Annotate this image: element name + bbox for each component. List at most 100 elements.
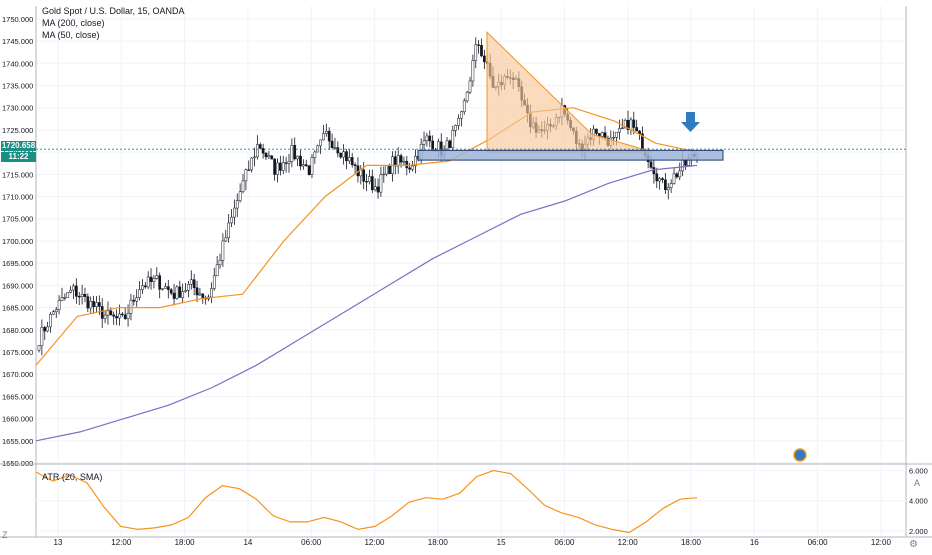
auto-scale-button[interactable]: A — [914, 478, 921, 488]
candle-body — [77, 296, 81, 298]
candle-body — [46, 326, 49, 332]
candle-body — [83, 293, 87, 297]
candle-body — [623, 119, 627, 129]
candle-body — [264, 152, 268, 158]
candle-body — [396, 155, 400, 167]
x-tick-label: 15 — [497, 538, 506, 547]
candle-body — [368, 176, 371, 182]
current-price-tag: 1720.658 — [1, 141, 36, 151]
candle-body — [600, 132, 604, 137]
candle-body — [92, 301, 95, 307]
y-tick-label: 1730.000 — [2, 104, 33, 113]
timezone-button[interactable]: Z — [2, 530, 8, 540]
candle-body — [66, 292, 70, 298]
candle-body — [172, 292, 176, 299]
candle-body — [462, 100, 466, 113]
candle-body — [451, 130, 455, 148]
candle-body — [279, 162, 282, 171]
candle-body — [52, 311, 55, 315]
ma200-line — [35, 164, 698, 442]
y-tick-label: 1700.000 — [2, 237, 33, 246]
x-tick-label: 06:00 — [808, 538, 829, 547]
candle-body — [135, 297, 139, 302]
candle-body — [480, 45, 483, 57]
y-tick-label: 1740.000 — [2, 59, 33, 68]
atr-y-tick-label: 2.000 — [909, 527, 928, 536]
candle-body — [175, 286, 179, 299]
candle-body — [454, 125, 457, 131]
candle-body — [595, 128, 598, 134]
candle-body — [675, 173, 679, 178]
x-tick-label: 18:00 — [681, 538, 702, 547]
candle-body — [195, 287, 199, 296]
candle-body — [666, 187, 670, 191]
candle-body — [80, 293, 84, 297]
y-tick-label: 1750.000 — [2, 15, 33, 24]
candle-body — [210, 288, 213, 298]
legend-symbol: Gold Spot / U.S. Dollar, 15, OANDA — [42, 6, 185, 16]
candle-body — [37, 345, 41, 351]
y-tick-label: 1715.000 — [2, 170, 33, 179]
candle-body — [63, 297, 67, 299]
candle-body — [370, 176, 374, 191]
candle-body — [129, 299, 133, 314]
tradingview-logo-icon — [793, 448, 807, 462]
x-tick-label: 06:00 — [301, 538, 322, 547]
candle-body — [612, 137, 616, 139]
candle-body — [238, 191, 242, 201]
candle-body — [115, 316, 118, 319]
candle-body — [276, 162, 279, 175]
candle-body — [330, 140, 334, 149]
candle-body — [445, 140, 449, 150]
x-tick-label: 06:00 — [554, 538, 575, 547]
candle-body — [120, 313, 124, 316]
candle-body — [301, 164, 305, 167]
x-tick-label: 12:00 — [871, 538, 892, 547]
candle-body — [655, 173, 659, 182]
y-tick-label: 1695.000 — [2, 259, 33, 268]
candle-body — [86, 296, 90, 309]
candle-body — [138, 289, 141, 298]
y-tick-label: 1665.000 — [2, 392, 33, 401]
candle-body — [379, 174, 383, 193]
y-tick-label: 1745.000 — [2, 37, 33, 46]
candle-body — [161, 288, 164, 290]
candle-body — [431, 140, 435, 151]
candle-body — [43, 327, 47, 332]
down-arrow-icon — [681, 112, 700, 132]
candle-body — [233, 207, 236, 218]
candle-body — [635, 127, 639, 132]
candle-body — [184, 290, 187, 292]
candle-body — [72, 285, 75, 291]
candle-body — [365, 181, 368, 183]
y-tick-label: 1735.000 — [2, 82, 33, 91]
candle-body — [353, 164, 357, 166]
candle-body — [437, 141, 440, 152]
candle-body — [247, 169, 251, 171]
candle-body — [638, 130, 641, 135]
candle-body — [342, 151, 345, 158]
candle-body — [336, 147, 340, 154]
y-tick-label: 1670.000 — [2, 370, 33, 379]
candle-body — [97, 302, 101, 307]
candle-body — [60, 297, 64, 301]
ma50-line — [35, 107, 698, 366]
x-tick-label: 18:00 — [175, 538, 196, 547]
candle-body — [483, 55, 486, 63]
atr-y-tick-label: 4.000 — [909, 497, 928, 506]
candle-body — [181, 291, 185, 298]
candle-body — [241, 180, 245, 193]
candle-body — [620, 127, 624, 130]
gear-icon[interactable]: ⚙ — [909, 539, 918, 550]
candle-body — [425, 135, 429, 141]
candle-body — [143, 285, 147, 288]
candle-body — [477, 44, 480, 46]
candle-body — [428, 135, 432, 142]
candle-body — [362, 169, 366, 182]
candle-body — [672, 173, 676, 184]
candle-body — [169, 289, 173, 294]
candle-body — [373, 186, 377, 191]
candle-body — [267, 155, 271, 158]
